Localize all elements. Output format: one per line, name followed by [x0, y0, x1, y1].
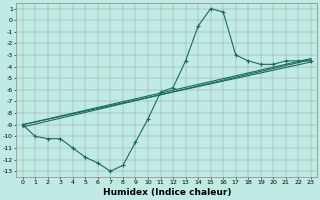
X-axis label: Humidex (Indice chaleur): Humidex (Indice chaleur): [102, 188, 231, 197]
